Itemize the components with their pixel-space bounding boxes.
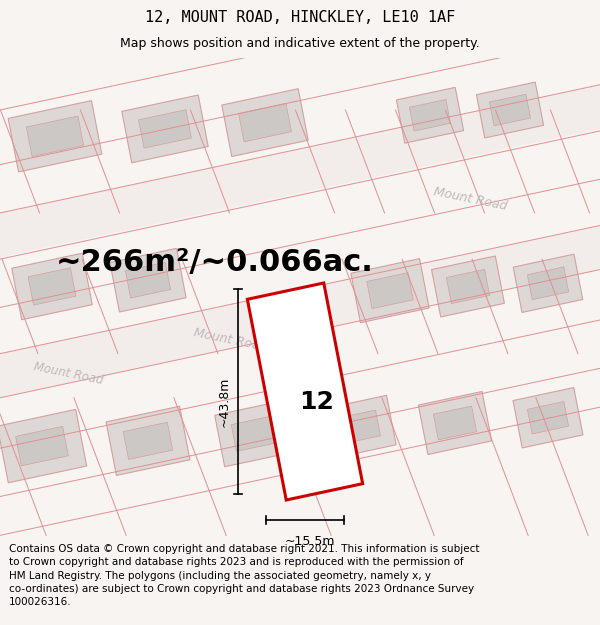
Polygon shape bbox=[239, 103, 292, 142]
Polygon shape bbox=[527, 267, 569, 299]
Polygon shape bbox=[409, 99, 451, 131]
Polygon shape bbox=[12, 253, 92, 320]
Text: Mount Road: Mount Road bbox=[432, 185, 508, 213]
Polygon shape bbox=[513, 388, 583, 448]
Polygon shape bbox=[122, 95, 208, 163]
Polygon shape bbox=[123, 422, 173, 459]
Polygon shape bbox=[110, 248, 186, 312]
Polygon shape bbox=[418, 391, 491, 454]
Text: ~15.5m: ~15.5m bbox=[285, 535, 335, 548]
Text: Mount Road: Mount Road bbox=[192, 326, 268, 354]
Polygon shape bbox=[106, 406, 190, 476]
Polygon shape bbox=[231, 416, 279, 451]
Polygon shape bbox=[367, 272, 413, 309]
Polygon shape bbox=[320, 396, 396, 459]
Text: Map shows position and indicative extent of the property.: Map shows position and indicative extent… bbox=[120, 38, 480, 51]
Polygon shape bbox=[0, 409, 86, 482]
Polygon shape bbox=[139, 110, 191, 148]
Polygon shape bbox=[0, 85, 600, 257]
Polygon shape bbox=[16, 426, 68, 466]
Polygon shape bbox=[527, 401, 569, 434]
Polygon shape bbox=[8, 101, 102, 172]
Polygon shape bbox=[215, 400, 295, 467]
Polygon shape bbox=[490, 94, 530, 126]
Text: Contains OS data © Crown copyright and database right 2021. This information is : Contains OS data © Crown copyright and d… bbox=[9, 544, 479, 607]
Polygon shape bbox=[26, 116, 83, 156]
Text: 12, MOUNT ROAD, HINCKLEY, LE10 1AF: 12, MOUNT ROAD, HINCKLEY, LE10 1AF bbox=[145, 11, 455, 26]
Polygon shape bbox=[28, 268, 76, 305]
Polygon shape bbox=[335, 410, 380, 444]
Polygon shape bbox=[397, 88, 464, 143]
Text: ~43.8m: ~43.8m bbox=[218, 377, 230, 427]
Polygon shape bbox=[476, 82, 544, 138]
Polygon shape bbox=[247, 283, 362, 500]
Polygon shape bbox=[433, 406, 476, 440]
Polygon shape bbox=[0, 226, 600, 398]
Polygon shape bbox=[125, 262, 170, 298]
Polygon shape bbox=[222, 89, 308, 156]
Text: 12: 12 bbox=[299, 390, 334, 414]
Polygon shape bbox=[513, 254, 583, 312]
Text: ~266m²/~0.066ac.: ~266m²/~0.066ac. bbox=[56, 248, 374, 277]
Polygon shape bbox=[351, 259, 429, 322]
Polygon shape bbox=[446, 269, 490, 304]
Text: Mount Road: Mount Road bbox=[32, 361, 104, 388]
Polygon shape bbox=[431, 256, 505, 317]
